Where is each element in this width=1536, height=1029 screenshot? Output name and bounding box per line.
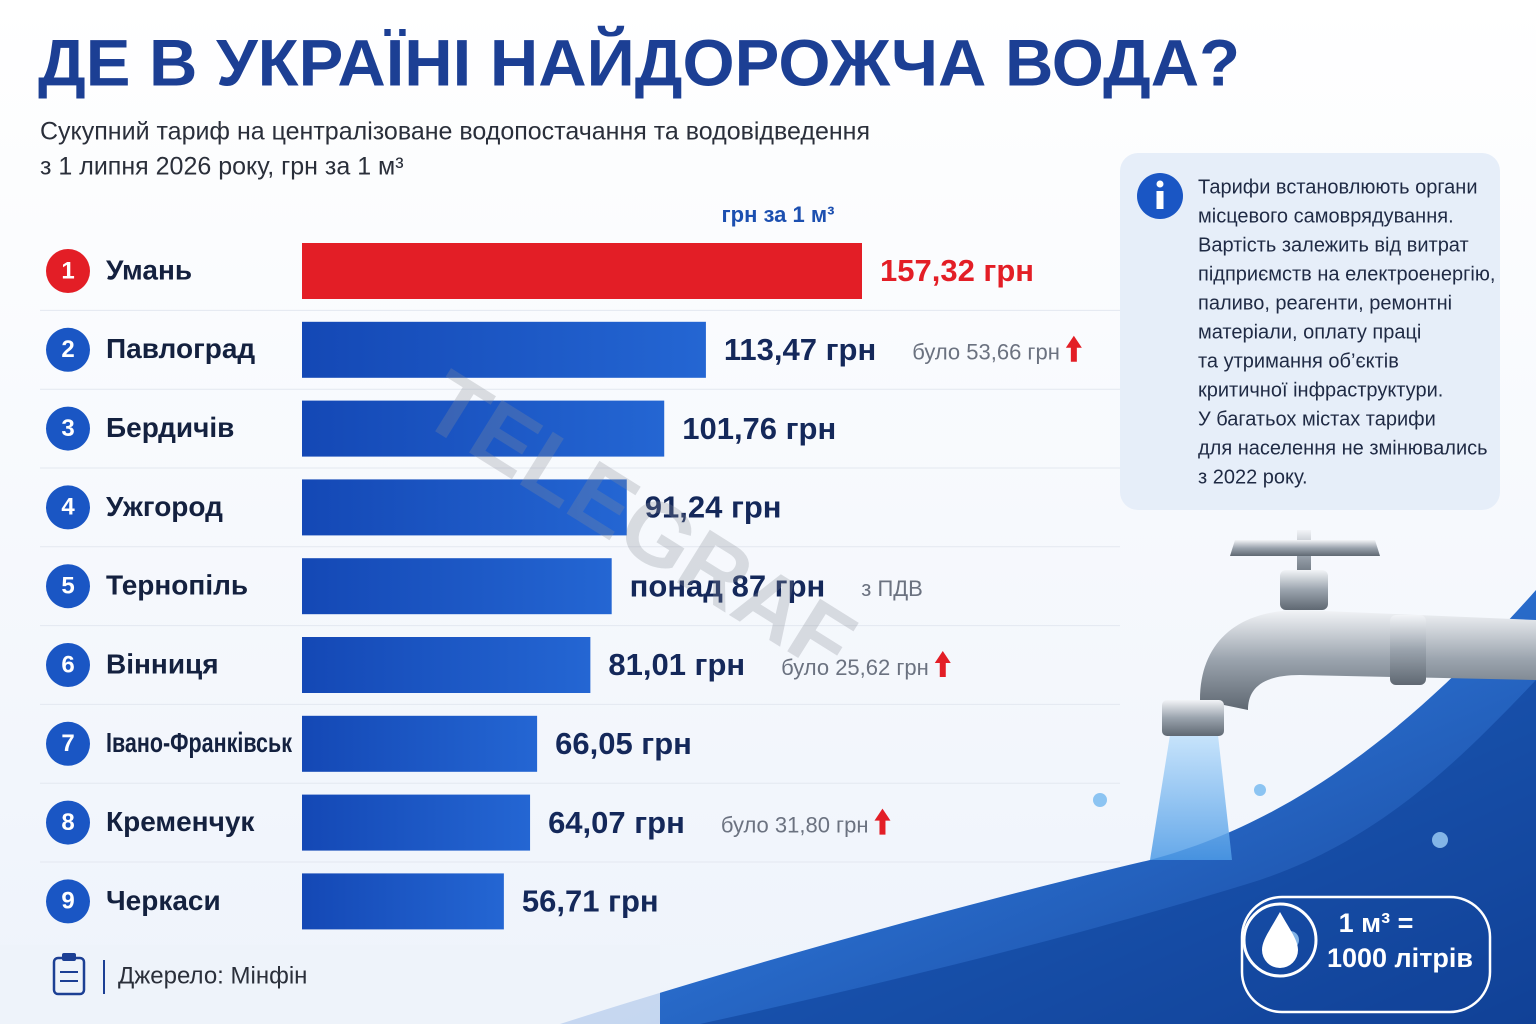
up-arrow <box>1065 335 1082 362</box>
note: було 53,66 грн <box>912 340 1060 365</box>
up-arrow <box>874 808 891 835</box>
note: було 25,62 грн <box>781 655 929 680</box>
rank-badge <box>46 406 90 451</box>
rank: 6 <box>61 651 74 678</box>
value-label: 113,47 грн <box>724 332 876 367</box>
faucet <box>1230 540 1380 556</box>
category-label: Черкаси <box>106 885 221 916</box>
source-strip <box>0 945 660 1024</box>
rank-badge <box>46 249 90 293</box>
info-text: паливо, реагенти, ремонтні <box>1198 292 1452 314</box>
bar <box>302 715 538 772</box>
category-label: Павлоград <box>106 333 255 364</box>
value-label: 91,24 грн <box>645 490 782 525</box>
rank-badge <box>46 800 90 845</box>
rank-badge <box>46 485 90 530</box>
water-stream <box>1150 735 1232 860</box>
rank: 9 <box>61 888 74 915</box>
category-label: Ужгород <box>106 491 223 522</box>
rank: 5 <box>61 573 74 600</box>
info-icon <box>1156 180 1164 188</box>
bar <box>302 321 706 378</box>
info-text: У багатьох містах тарифи <box>1198 408 1436 430</box>
badge-text: 1 м³ = <box>1339 908 1414 938</box>
badge-icon <box>1262 912 1298 968</box>
rank-badge <box>46 721 90 766</box>
value-label: 66,05 грн <box>555 726 692 761</box>
category-label: Кременчук <box>106 806 255 837</box>
faucet <box>1200 610 1536 710</box>
rank-badge <box>46 643 90 687</box>
value-label: 56,71 грн <box>522 884 659 919</box>
value-label: 81,01 грн <box>608 647 745 682</box>
info-text: підприємств на електроенергію, <box>1198 263 1495 285</box>
bar <box>302 637 591 693</box>
rank-badge <box>46 564 90 609</box>
rank-badge <box>46 327 90 372</box>
rank: 8 <box>61 809 74 836</box>
rank: 7 <box>61 730 74 757</box>
water-wave <box>700 680 1536 1024</box>
info-text: Вартість залежить від витрат <box>1198 234 1469 256</box>
bar <box>302 558 612 615</box>
source-icon <box>62 953 76 961</box>
value-label: понад 87 грн <box>630 568 826 603</box>
category-label: Умань <box>106 254 192 285</box>
droplet <box>1093 793 1107 807</box>
bar <box>302 479 627 536</box>
info-text: та утримання об’єктів <box>1198 350 1399 372</box>
info-text: Тарифи встановлюють органи <box>1198 176 1478 198</box>
info-text: для населення не змінювались <box>1198 437 1488 459</box>
rank-badge <box>46 879 90 924</box>
value-label: 101,76 грн <box>682 411 836 446</box>
up-arrow <box>934 651 951 677</box>
bar <box>302 243 862 299</box>
badge-icon <box>1242 902 1318 978</box>
faucet <box>1280 570 1328 610</box>
category-label: Вінниця <box>106 648 219 679</box>
rank: 1 <box>61 257 74 284</box>
info-text: місцевого самоврядування. <box>1198 205 1454 227</box>
info-icon <box>1156 191 1164 209</box>
rank: 2 <box>61 336 74 363</box>
subtitle: Сукупний тариф на централізоване водопос… <box>40 118 870 146</box>
info-box <box>1120 153 1500 510</box>
note: було 31,80 грн <box>721 812 869 837</box>
badge-text: 1000 літрів <box>1327 943 1473 973</box>
subtitle: з 1 липня 2026 року, грн за 1 м³ <box>40 153 404 181</box>
unit-label: грн за 1 м³ <box>722 202 835 227</box>
faucet <box>1390 615 1426 685</box>
bar <box>302 873 504 930</box>
info-text: критичної інфраструктури. <box>1198 379 1443 401</box>
value-label: 157,32 грн <box>880 253 1034 288</box>
rank: 3 <box>61 415 74 442</box>
category-label: Бердичів <box>106 412 234 443</box>
category-label: Івано-Франківськ <box>106 727 293 758</box>
source: Джерело: Мінфін <box>118 962 307 989</box>
badge <box>1240 895 1492 1014</box>
category-label: Тернопіль <box>106 570 248 601</box>
note: з ПДВ <box>861 576 923 601</box>
rank: 4 <box>61 494 75 521</box>
droplet <box>1254 784 1266 796</box>
info-text: матеріали, оплату праці <box>1198 321 1421 343</box>
value-label: 64,07 грн <box>548 805 685 840</box>
title: ДЕ В УКРАЇНІ НАЙДОРОЖЧА ВОДА? <box>38 24 1240 99</box>
faucet <box>1162 700 1224 736</box>
bar <box>302 400 665 457</box>
info-text: з 2022 року. <box>1198 466 1308 488</box>
droplet <box>1432 832 1448 848</box>
bar <box>302 794 531 851</box>
